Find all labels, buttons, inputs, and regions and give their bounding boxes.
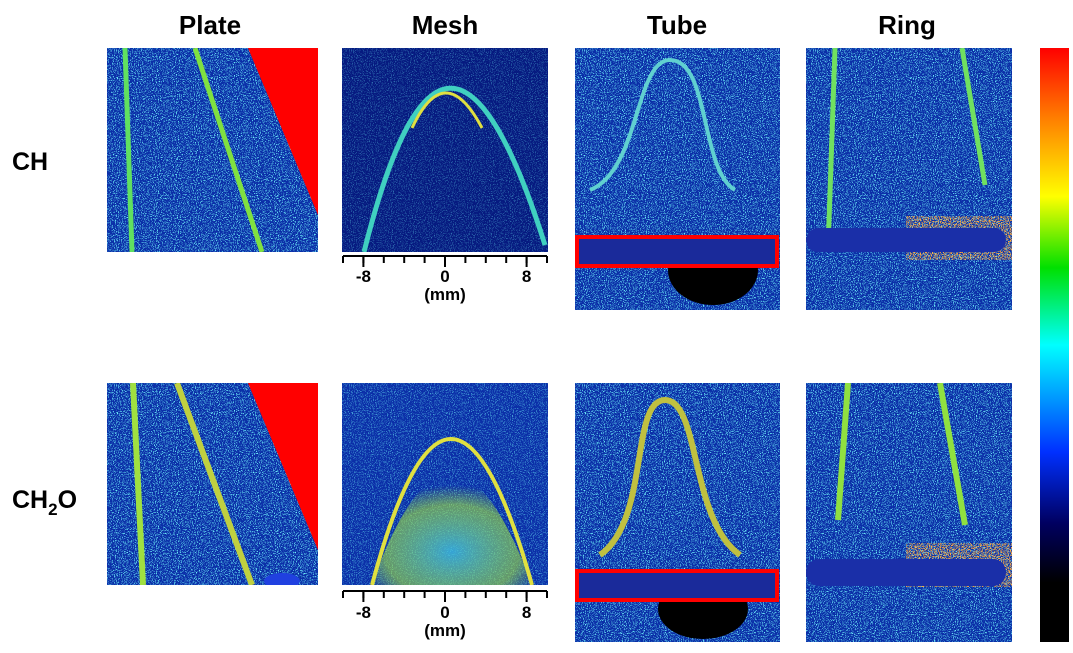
row-label: CH2O bbox=[12, 486, 77, 519]
image-panel bbox=[575, 383, 780, 642]
tick-label: -8 bbox=[356, 267, 371, 286]
row-label: CH bbox=[12, 148, 48, 176]
image-panel bbox=[107, 383, 318, 589]
column-header: Mesh bbox=[412, 10, 478, 40]
colorbar bbox=[1040, 48, 1069, 642]
tick-label: 8 bbox=[522, 267, 531, 286]
axis-label: (mm) bbox=[424, 285, 466, 304]
image-panel bbox=[806, 48, 1012, 310]
tick-label: 8 bbox=[522, 603, 531, 622]
column-header: Tube bbox=[647, 10, 707, 40]
figure: Plate Mesh Tube Ring CH CH2O bbox=[0, 0, 1073, 648]
image-panel bbox=[575, 48, 780, 310]
tick-label: 0 bbox=[440, 267, 449, 286]
image-panel bbox=[806, 383, 1012, 642]
image-panel bbox=[342, 383, 548, 585]
axis-label: (mm) bbox=[424, 621, 466, 640]
image-panel bbox=[342, 48, 548, 252]
tick-label: -8 bbox=[356, 603, 371, 622]
column-header: Ring bbox=[878, 10, 936, 40]
column-header: Plate bbox=[179, 10, 241, 40]
tick-label: 0 bbox=[440, 603, 449, 622]
image-panel bbox=[107, 48, 318, 252]
